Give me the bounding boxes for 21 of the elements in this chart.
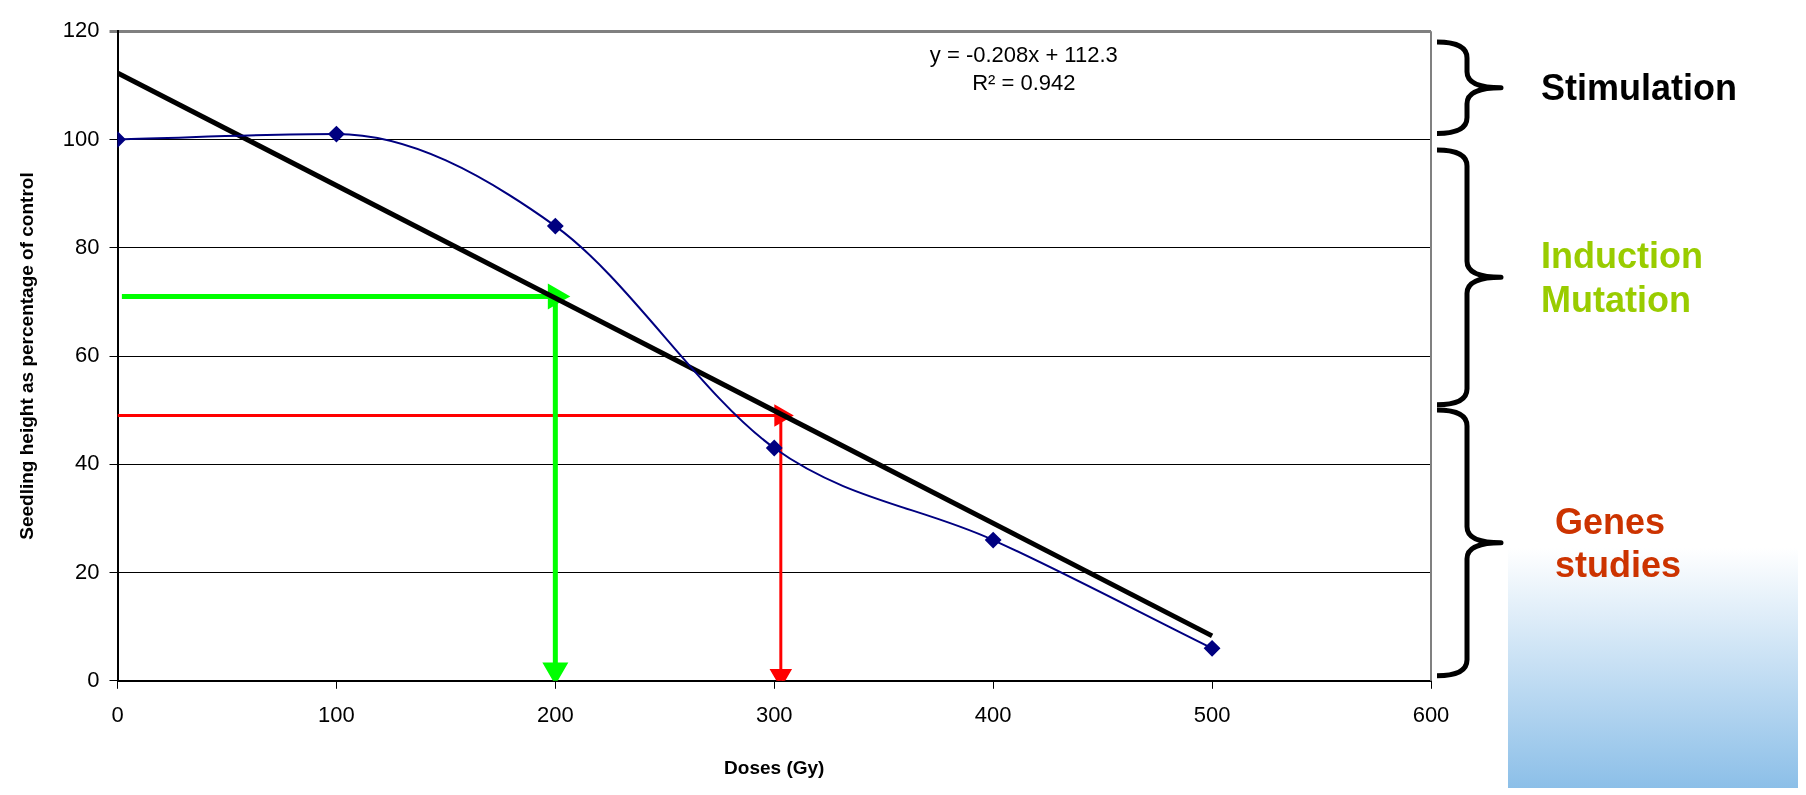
annotation: R² = 0.942 [972,70,1076,96]
annotation: y = -0.208x + 112.3 [929,42,1118,68]
y-axis-title: Seedling height as percentage of control [15,172,37,540]
y-tick-label: 40 [75,450,100,476]
y-tick-label: 0 [87,666,100,692]
text: Stimulation [1541,66,1737,110]
y-tick-label: 20 [75,558,100,584]
y-tick-label: 100 [62,125,100,151]
x-tick-label: 100 [318,702,355,728]
x-axis-title: Doses (Gy) [724,756,825,778]
y-tick-label: 120 [62,17,100,43]
x-tick-label: 600 [1412,702,1450,728]
y-tick-label: 60 [75,342,100,368]
x-tick-label: 500 [1193,702,1231,728]
x-tick-label: 200 [536,702,574,728]
text: Genes studies [1555,499,1682,586]
text: Induction Mutation [1541,234,1703,321]
x-tick-label: 300 [755,702,793,728]
x-tick-label: 0 [111,702,124,728]
x-tick-label: 400 [974,702,1012,728]
y-tick-label: 80 [75,233,100,259]
